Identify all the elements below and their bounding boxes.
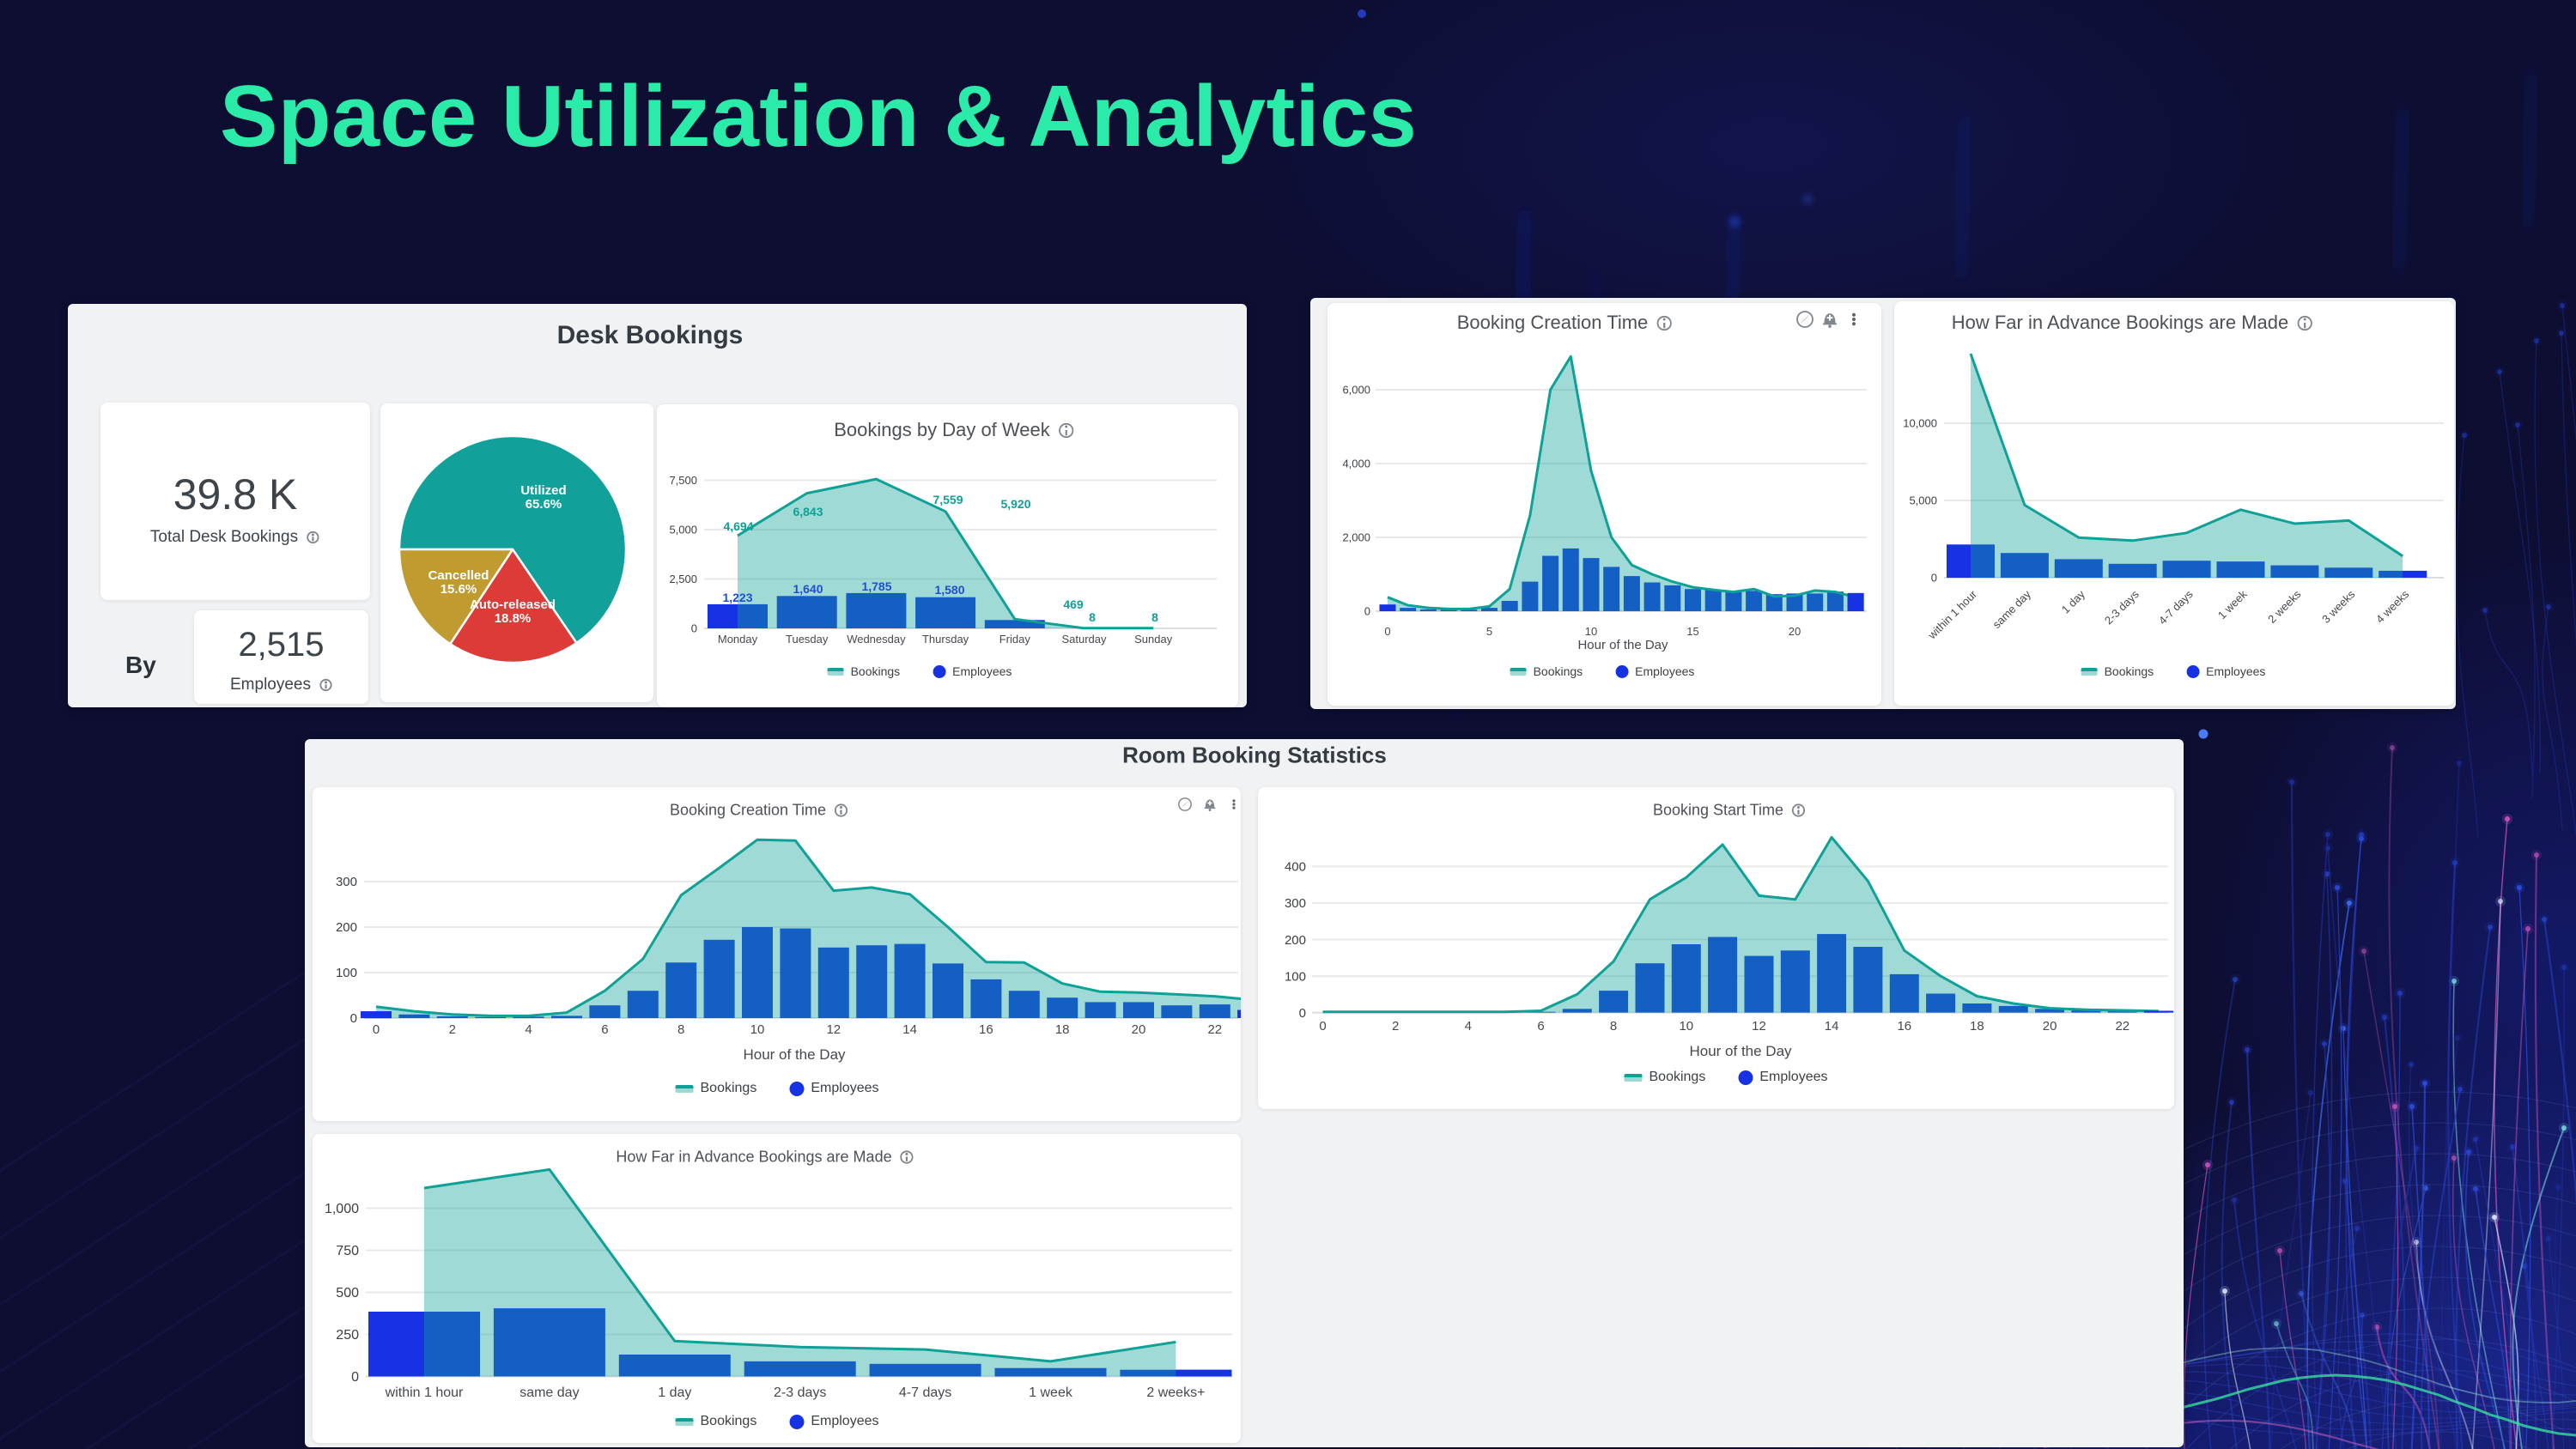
- svg-text:1,000: 1,000: [325, 1202, 359, 1216]
- svg-text:same day: same day: [519, 1385, 579, 1400]
- svg-text:Tuesday: Tuesday: [786, 633, 829, 646]
- svg-text:5,000: 5,000: [669, 524, 697, 537]
- svg-text:1 week: 1 week: [1029, 1385, 1073, 1400]
- svg-text:2: 2: [449, 1022, 456, 1037]
- svg-text:0: 0: [373, 1022, 380, 1037]
- svg-text:500: 500: [336, 1286, 359, 1300]
- svg-text:7,559: 7,559: [933, 493, 963, 506]
- svg-text:Hour of the Day: Hour of the Day: [743, 1046, 846, 1063]
- svg-text:200: 200: [336, 920, 357, 935]
- svg-text:2 weeks: 2 weeks: [2265, 587, 2304, 626]
- svg-text:Hour of the Day: Hour of the Day: [1577, 638, 1668, 652]
- svg-text:400: 400: [1285, 860, 1306, 875]
- svg-text:750: 750: [336, 1244, 359, 1258]
- svg-text:20: 20: [1789, 625, 1801, 638]
- svg-text:4 weeks: 4 weeks: [2373, 587, 2412, 626]
- svg-text:6: 6: [601, 1022, 608, 1037]
- svg-text:Cancelled: Cancelled: [428, 568, 489, 583]
- svg-text:Thursday: Thursday: [922, 633, 969, 646]
- svg-text:4-7 days: 4-7 days: [899, 1385, 951, 1400]
- svg-text:1 day: 1 day: [2059, 587, 2087, 615]
- svg-text:Monday: Monday: [718, 633, 758, 646]
- svg-text:6,843: 6,843: [793, 505, 823, 518]
- svg-text:2 weeks+: 2 weeks+: [1146, 1385, 1205, 1400]
- svg-text:within 1 hour: within 1 hour: [385, 1385, 464, 1400]
- svg-text:8: 8: [1089, 610, 1096, 624]
- svg-text:12: 12: [1752, 1019, 1766, 1034]
- svg-text:0: 0: [1931, 572, 1937, 585]
- svg-text:7,500: 7,500: [669, 474, 697, 487]
- svg-text:22: 22: [1207, 1022, 1222, 1037]
- svg-text:2,500: 2,500: [669, 573, 697, 585]
- svg-text:1,580: 1,580: [934, 583, 964, 597]
- svg-text:0: 0: [1299, 1006, 1306, 1021]
- svg-text:1,785: 1,785: [861, 579, 891, 593]
- svg-text:12: 12: [826, 1022, 841, 1037]
- svg-text:within 1 hour: within 1 hour: [1925, 587, 1980, 642]
- svg-text:0: 0: [1319, 1019, 1326, 1034]
- svg-text:6,000: 6,000: [1342, 384, 1370, 397]
- svg-text:200: 200: [1285, 933, 1306, 948]
- svg-text:Friday: Friday: [999, 633, 1031, 646]
- svg-text:10: 10: [1679, 1019, 1693, 1034]
- svg-text:0: 0: [350, 1011, 357, 1026]
- svg-text:14: 14: [902, 1022, 917, 1037]
- svg-text:Hour of the Day: Hour of the Day: [1689, 1043, 1792, 1059]
- svg-text:Saturday: Saturday: [1061, 633, 1107, 646]
- svg-text:4,694: 4,694: [723, 519, 753, 533]
- svg-text:2,000: 2,000: [1342, 531, 1370, 544]
- svg-text:0: 0: [691, 622, 697, 635]
- svg-text:1 week: 1 week: [2215, 587, 2250, 621]
- svg-text:20: 20: [2043, 1019, 2057, 1034]
- svg-text:3 weeks: 3 weeks: [2319, 587, 2358, 626]
- svg-text:4-7 days: 4-7 days: [2156, 587, 2196, 627]
- svg-text:300: 300: [1285, 896, 1306, 911]
- svg-text:18: 18: [1970, 1019, 1984, 1034]
- svg-text:300: 300: [336, 875, 357, 889]
- svg-text:14: 14: [1825, 1019, 1839, 1034]
- svg-text:8: 8: [1151, 610, 1158, 624]
- svg-text:469: 469: [1063, 597, 1084, 611]
- svg-text:Wednesday: Wednesday: [847, 633, 906, 646]
- svg-text:4,000: 4,000: [1342, 458, 1370, 470]
- svg-text:1 day: 1 day: [658, 1385, 691, 1400]
- svg-text:18.8%: 18.8%: [495, 611, 532, 626]
- svg-text:0: 0: [1384, 625, 1390, 638]
- svg-text:10: 10: [750, 1022, 765, 1037]
- svg-text:1,640: 1,640: [793, 582, 823, 596]
- svg-text:20: 20: [1132, 1022, 1146, 1037]
- svg-text:4: 4: [1465, 1019, 1472, 1034]
- svg-text:100: 100: [336, 966, 357, 980]
- svg-text:18: 18: [1055, 1022, 1070, 1037]
- svg-text:2-3 days: 2-3 days: [774, 1385, 826, 1400]
- svg-text:8: 8: [1610, 1019, 1617, 1034]
- svg-text:10,000: 10,000: [1903, 417, 1937, 430]
- svg-text:5,920: 5,920: [1000, 497, 1030, 511]
- svg-text:Auto-released: Auto-released: [470, 597, 556, 612]
- svg-text:1,223: 1,223: [722, 591, 752, 604]
- svg-text:16: 16: [1897, 1019, 1911, 1034]
- svg-text:same day: same day: [1990, 587, 2034, 631]
- svg-text:100: 100: [1285, 969, 1306, 984]
- svg-text:10: 10: [1585, 625, 1597, 638]
- svg-text:5: 5: [1486, 625, 1492, 638]
- svg-text:0: 0: [351, 1370, 359, 1385]
- svg-text:0: 0: [1364, 605, 1370, 618]
- svg-text:Utilized: Utilized: [520, 483, 566, 498]
- svg-text:Sunday: Sunday: [1134, 633, 1173, 646]
- svg-text:65.6%: 65.6%: [526, 497, 562, 512]
- svg-text:15.6%: 15.6%: [440, 582, 477, 597]
- svg-text:4: 4: [525, 1022, 532, 1037]
- svg-text:2-3 days: 2-3 days: [2102, 587, 2142, 627]
- svg-text:5,000: 5,000: [1909, 494, 1937, 507]
- svg-text:250: 250: [336, 1328, 359, 1343]
- svg-text:22: 22: [2115, 1019, 2129, 1034]
- svg-text:15: 15: [1686, 625, 1698, 638]
- svg-text:2: 2: [1392, 1019, 1399, 1034]
- svg-text:16: 16: [979, 1022, 993, 1037]
- svg-text:8: 8: [677, 1022, 684, 1037]
- svg-text:6: 6: [1537, 1019, 1544, 1034]
